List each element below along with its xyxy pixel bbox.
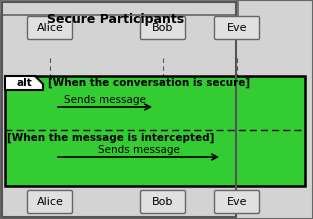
Text: [When the conversation is secure]: [When the conversation is secure] [48,78,250,88]
Bar [0,0,238,15]
Text: [When the message is intercepted]: [When the message is intercepted] [7,133,214,143]
FancyBboxPatch shape [214,191,259,214]
Text: alt: alt [16,78,32,88]
Bar [5,76,305,186]
Text: Sends message: Sends message [98,145,179,155]
Text: Eve: Eve [227,23,247,33]
Text: Eve: Eve [227,197,247,207]
Text: Sends message: Sends message [64,95,146,105]
Polygon shape [5,76,43,90]
Text: Alice: Alice [37,23,64,33]
FancyBboxPatch shape [214,16,259,39]
Bar [2,2,236,217]
FancyBboxPatch shape [28,16,73,39]
FancyBboxPatch shape [28,191,73,214]
Text: Bob: Bob [152,23,174,33]
Text: Secure Participants: Secure Participants [47,12,184,25]
FancyBboxPatch shape [141,16,186,39]
FancyBboxPatch shape [141,191,186,214]
Text: Bob: Bob [152,197,174,207]
Text: Alice: Alice [37,197,64,207]
